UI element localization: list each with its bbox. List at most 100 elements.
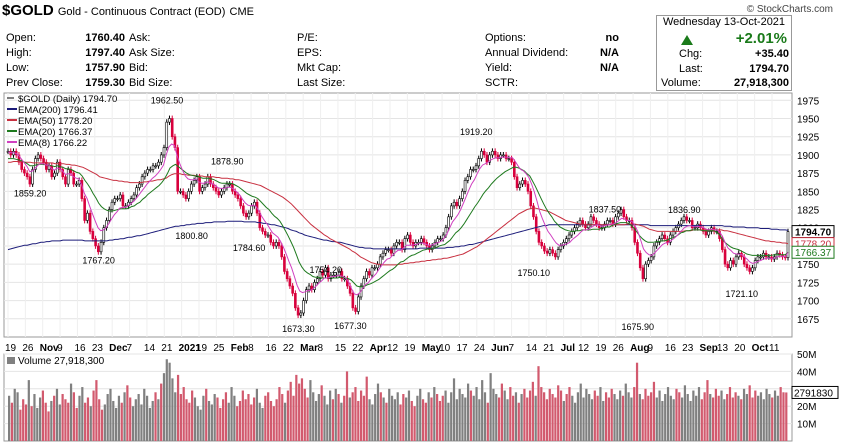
volume-bar	[540, 387, 543, 441]
volume-bar	[545, 399, 549, 441]
x-tick-label: 8	[318, 343, 324, 354]
price-candle	[565, 238, 568, 243]
volume-bar	[264, 395, 267, 441]
volume-bar	[737, 395, 740, 441]
volume-bar	[41, 390, 45, 441]
volume-label: Volume:	[661, 77, 701, 89]
volume-row: Volume: 27,918,300	[661, 77, 789, 89]
volume-bar	[351, 392, 354, 441]
exchange-label: CME	[229, 6, 254, 18]
volume-bar	[84, 402, 87, 441]
price-candle	[291, 285, 294, 294]
price-candle	[707, 231, 710, 236]
volume-bar	[571, 395, 574, 441]
x-tick-label: 20	[734, 343, 746, 354]
volume-bar	[50, 400, 53, 441]
volume-bar	[337, 394, 340, 441]
price-candle	[86, 212, 89, 221]
price-candle	[510, 158, 513, 163]
volume-bar	[182, 387, 185, 441]
price-candle	[280, 245, 283, 258]
price-candle	[31, 169, 34, 185]
volume-bar	[599, 387, 602, 441]
price-candle	[305, 289, 308, 301]
price-candle	[660, 234, 664, 239]
volume-bar	[244, 399, 247, 441]
volume-bar	[258, 402, 261, 441]
price-annotation: 1784.60	[233, 243, 266, 253]
volume-bar	[613, 394, 616, 441]
volume-tick-label: 10M	[797, 420, 816, 431]
volume-bar	[689, 400, 692, 441]
volume-bar	[475, 387, 478, 441]
price-annotation: 1919.20	[460, 127, 493, 137]
price-candle	[515, 176, 519, 188]
volume-bar	[196, 406, 199, 441]
price-candle	[685, 216, 689, 221]
copyright-logo: © StockCharts.com	[746, 4, 833, 15]
volume-bar	[64, 399, 67, 441]
volume-bar	[176, 374, 180, 441]
volume-bar	[565, 394, 568, 441]
price-candle	[450, 205, 453, 218]
volume-tick-label: 20M	[797, 402, 816, 413]
price-candle	[381, 252, 385, 258]
x-tick-label: 12	[387, 343, 399, 354]
chg-row: Chg: +35.40	[679, 48, 789, 60]
price-candle	[247, 212, 251, 218]
price-candle	[617, 212, 620, 218]
price-candle	[647, 260, 650, 265]
volume-value: 27,918,300	[733, 77, 789, 89]
volume-bar	[340, 402, 343, 441]
volume-bar	[205, 388, 208, 441]
volume-bar	[67, 402, 70, 441]
volume-bar	[298, 383, 301, 441]
legend-entry: EMA(200) 1796.41	[18, 105, 98, 116]
volume-bar	[281, 394, 284, 441]
x-tick-label: 16	[265, 343, 277, 354]
volume-bar	[664, 394, 667, 441]
volume-bar	[38, 397, 42, 441]
price-candle	[693, 227, 697, 230]
price-candle	[723, 249, 727, 265]
price-candle	[168, 118, 171, 123]
volume-bar	[458, 388, 461, 441]
price-candle	[731, 260, 735, 265]
price-candle	[285, 271, 289, 280]
price-candle	[406, 234, 409, 239]
quote-row: Open: 1760.40 Ask: P/E: Options: no	[4, 30, 621, 45]
x-tick-label: 13	[717, 343, 729, 354]
x-tick-label: 14	[144, 343, 156, 354]
volume-bar	[219, 407, 222, 441]
volume-bar	[22, 399, 25, 441]
volume-bar	[455, 399, 458, 441]
price-candle	[422, 238, 426, 243]
price-annotation: 1800.80	[175, 231, 208, 241]
volume-bar	[757, 395, 760, 441]
volume-bar	[506, 399, 509, 441]
last-value: 1794.70	[749, 63, 789, 75]
volume-bar	[543, 392, 546, 441]
quote-label: EPS:	[297, 46, 323, 59]
volume-bar	[469, 390, 473, 441]
quote-row: Low: 1757.90 Bid: Mkt Cap: Yield: N/A	[4, 60, 621, 75]
volume-bar	[233, 395, 236, 441]
price-candle	[436, 238, 439, 243]
volume-bar	[309, 380, 312, 441]
volume-bar	[95, 380, 98, 441]
price-candle	[534, 216, 538, 232]
volume-bar	[75, 407, 78, 441]
price-candle	[474, 165, 478, 170]
price-candle	[559, 245, 563, 250]
price-candle	[523, 180, 527, 185]
volume-bar	[129, 397, 132, 441]
volume-bar	[230, 387, 233, 441]
price-annotation: 1859.20	[14, 189, 47, 199]
price-candle	[266, 234, 270, 237]
x-tick-label: 17	[456, 343, 468, 354]
x-tick-label: 22	[352, 343, 364, 354]
volume-bar	[348, 397, 351, 441]
volume-bar	[703, 392, 706, 441]
volume-bar	[734, 392, 737, 441]
price-candle	[179, 191, 182, 193]
